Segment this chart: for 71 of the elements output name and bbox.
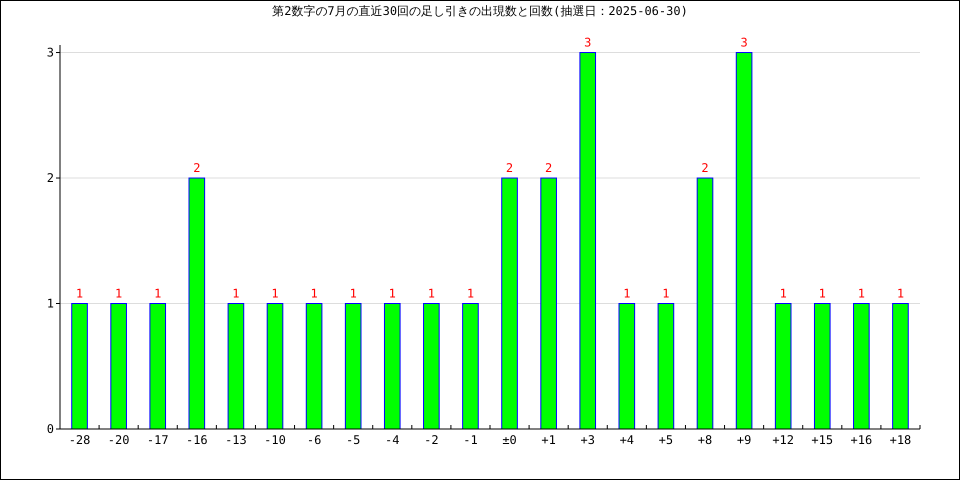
x-tick-label: +12 — [772, 433, 794, 447]
bar — [853, 303, 870, 430]
data-label: 2 — [545, 161, 552, 176]
x-tick-label: -13 — [225, 433, 247, 447]
x-tick-label: -1 — [463, 433, 478, 447]
x-tick-label: -10 — [264, 433, 286, 447]
bar — [384, 303, 401, 430]
bar — [110, 303, 127, 430]
data-label: 2 — [193, 161, 200, 176]
data-label: 1 — [466, 286, 474, 301]
data-label: 2 — [701, 161, 709, 176]
bar — [71, 303, 88, 430]
bar — [892, 303, 909, 430]
x-tick-label: -17 — [146, 433, 169, 447]
bar — [462, 303, 479, 430]
bar — [814, 303, 831, 430]
x-tick-label: +15 — [811, 433, 834, 447]
data-label: 1 — [818, 286, 826, 301]
data-label: 1 — [350, 286, 357, 301]
bar — [149, 303, 166, 430]
x-tick-label: +4 — [620, 433, 634, 447]
bar — [501, 178, 518, 430]
y-tick-label: 1 — [46, 296, 54, 311]
x-tick-label: -20 — [108, 433, 130, 447]
bar — [228, 303, 244, 430]
data-label: 3 — [584, 36, 592, 50]
x-tick-label: -6 — [306, 433, 322, 447]
chart-title: 第2数字の7月の直近30回の足し引きの出現数と回数(抽選日：2025-06-30) — [272, 4, 688, 18]
data-label: 1 — [271, 286, 279, 301]
y-tick-label: 0 — [46, 422, 54, 436]
bar — [344, 303, 362, 430]
x-tick-label: -16 — [186, 433, 208, 447]
x-tick-label: +9 — [736, 433, 752, 447]
data-label: 1 — [858, 286, 865, 301]
data-label: 1 — [154, 286, 162, 301]
bar — [423, 303, 440, 430]
bar — [540, 178, 557, 430]
data-label: 1 — [896, 286, 904, 301]
data-label: 1 — [780, 286, 787, 301]
data-label: 1 — [76, 286, 84, 301]
y-tick-label: 3 — [46, 46, 54, 60]
bar — [774, 303, 792, 430]
bar — [188, 178, 206, 430]
data-label: 1 — [232, 286, 240, 301]
bar — [579, 52, 596, 430]
x-tick-label: ±0 — [502, 433, 517, 447]
data-label: 1 — [310, 286, 318, 301]
bar — [266, 303, 284, 430]
x-tick-label: -4 — [385, 433, 400, 447]
x-tick-label: +16 — [850, 433, 872, 447]
x-tick-label: -2 — [424, 433, 439, 447]
bar — [658, 303, 674, 430]
data-label: 3 — [740, 36, 748, 50]
x-tick-label: +1 — [541, 433, 556, 447]
x-tick-label: +18 — [890, 433, 912, 447]
x-tick-label: +8 — [698, 433, 712, 447]
y-tick-label: 2 — [46, 171, 54, 186]
bar — [736, 52, 752, 430]
x-tick-label: +5 — [658, 433, 674, 447]
bar — [618, 303, 636, 430]
data-label: 1 — [662, 286, 670, 301]
x-tick-label: +3 — [580, 433, 595, 447]
bar — [306, 303, 322, 430]
data-label: 1 — [428, 286, 435, 301]
data-label: 1 — [388, 286, 396, 301]
data-label: 2 — [506, 161, 514, 176]
x-tick-label: -5 — [346, 433, 360, 447]
bar — [696, 178, 714, 430]
data-label: 1 — [623, 286, 630, 301]
x-tick-label: -28 — [68, 433, 90, 447]
data-label: 1 — [115, 286, 122, 301]
